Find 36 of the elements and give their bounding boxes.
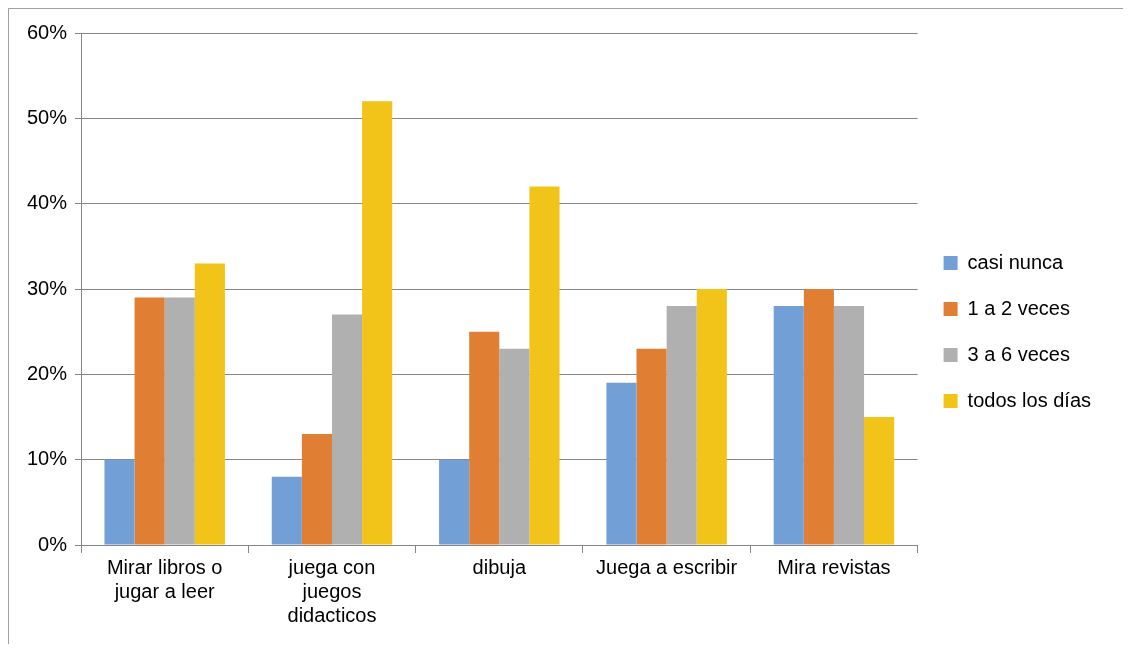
bar (164, 297, 195, 545)
legend-label: casi nunca (967, 250, 1065, 273)
bar (864, 417, 895, 545)
bar (636, 348, 667, 545)
x-tick-label: dibuja (472, 555, 527, 578)
y-tick-label: 50% (27, 105, 68, 128)
bar (696, 289, 727, 545)
x-tick-label: Mira revistas (777, 555, 891, 578)
bar (332, 314, 363, 545)
y-tick-label: 20% (27, 361, 68, 384)
bar (773, 306, 804, 545)
legend-label: 3 a 6 veces (967, 342, 1070, 365)
x-tick-label: Juega a escribir (596, 555, 738, 578)
x-tick-label: Mirar libros o jugar a leer (106, 555, 223, 602)
y-tick-label: 0% (38, 532, 68, 555)
bar (301, 434, 332, 545)
x-tick-label: juega con juegos didacticos (287, 555, 377, 626)
bar (271, 476, 302, 545)
bar (803, 289, 834, 545)
legend-label: 1 a 2 veces (967, 296, 1070, 319)
bar (469, 331, 500, 545)
y-tick-label: 60% (27, 20, 68, 43)
bar (499, 348, 530, 545)
bar (529, 186, 560, 545)
bar (833, 306, 865, 545)
y-tick-label: 30% (27, 276, 68, 299)
bar (104, 459, 135, 545)
bar (194, 263, 225, 545)
bar (439, 459, 470, 545)
bar (666, 306, 697, 545)
legend-label: todos los días (967, 388, 1092, 411)
bar (362, 101, 393, 545)
bar (134, 297, 165, 545)
bar (606, 382, 637, 545)
y-tick-label: 10% (27, 447, 68, 470)
y-tick-label: 40% (27, 191, 68, 214)
